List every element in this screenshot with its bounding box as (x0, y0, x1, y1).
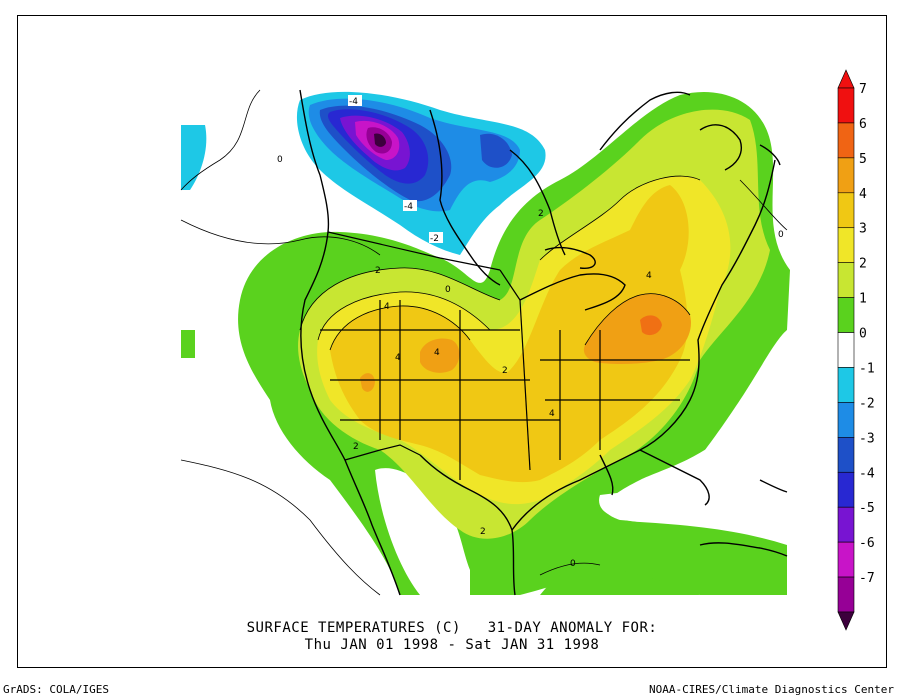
colorbar-label-5: 2 (859, 257, 867, 272)
contour-label-4: -2 (430, 234, 439, 244)
colorbar-swatch-13 (837, 541, 855, 578)
colorbar-label-6: 1 (859, 292, 867, 307)
colorbar-label-10: -3 (859, 431, 875, 446)
region-white-atlantic (705, 330, 787, 478)
region-white-pacific (181, 460, 380, 595)
colorbar-label-14: -7 (859, 571, 875, 586)
region-orange-5-6-nevada (360, 373, 375, 392)
region-gold-4-5 (330, 185, 689, 483)
region-orange-6-7 (640, 315, 662, 336)
colorbar-swatch-11 (837, 471, 855, 508)
colorbar-swatch-1 (837, 122, 855, 159)
colorbar: 7 6 5 4 3 2 1 0 -1 -2 -3 -4 -5 -6 -7 (837, 69, 875, 631)
colorbar-bottom-arrow (837, 611, 855, 631)
contour-label-7: 2 (375, 266, 381, 276)
colorbar-label-8: -1 (859, 361, 875, 376)
colorbar-label-2: 5 (859, 152, 867, 167)
coastlines (299, 89, 788, 596)
contour-label-15: 0 (570, 559, 576, 569)
region-orange-5-6-colorado (420, 338, 460, 373)
colorbar-top-arrow (837, 69, 855, 89)
colorbar-label-11: -4 (859, 466, 875, 481)
contour-label-12: 4 (549, 409, 555, 419)
colorbar-swatch-9 (837, 402, 855, 438)
colorbar-swatch-3 (837, 192, 855, 229)
footer-left: GrADS: COLA/IGES (3, 683, 109, 696)
contour-label-10: 4 (395, 353, 401, 363)
map-title-line2: Thu JAN 01 1998 - Sat JAN 31 1998 (304, 637, 600, 653)
region-green-west-patch (181, 330, 195, 358)
map-title-line1: SURFACE TEMPERATURES (C) 31-DAY ANOMALY … (246, 620, 658, 636)
plot-frame (17, 15, 887, 668)
contour-label-3: -4 (404, 202, 413, 212)
colorbar-swatch-12 (837, 506, 855, 543)
contour-label-9: 4 (384, 302, 390, 312)
region-blue-neg3b (480, 133, 512, 168)
region-orange-5-6-east (583, 293, 691, 365)
colorbar-label-7: 0 (859, 327, 867, 342)
contour-label-14: 2 (480, 527, 486, 537)
contour-label-6: 0 (778, 230, 784, 240)
colorbar-swatch-2 (837, 157, 855, 194)
contour-label-layer: -4 0 -4 -2 2 0 2 4 4 4 2 4 2 2 0 0 4 (277, 95, 784, 569)
region-white-caribbean (599, 478, 787, 545)
colorbar-label-1: 6 (859, 117, 867, 132)
colorbar-swatch-10 (837, 437, 855, 473)
contour-label-8: 4 (646, 271, 652, 281)
colorbar-swatch-8 (837, 367, 855, 403)
region-cyan-west (181, 125, 207, 190)
colorbar-label-3: 4 (859, 187, 867, 202)
colorbar-label-0: 7 (859, 82, 867, 97)
colorbar-swatch-7 (837, 332, 855, 368)
colorbar-swatch-5 (837, 262, 855, 298)
colorbar-label-9: -2 (859, 396, 875, 411)
footer-right: NOAA-CIRES/Climate Diagnostics Center (648, 683, 894, 696)
colorbar-swatch-14 (837, 576, 855, 613)
borders (320, 231, 690, 480)
contour-label-5: 2 (538, 209, 544, 219)
region-darkest-core (374, 133, 386, 147)
colorbar-label-13: -6 (859, 536, 875, 551)
contour-lines (180, 89, 788, 596)
region-green-south (540, 563, 700, 595)
contour-label-2: 0 (277, 155, 283, 165)
contour-label-11: 2 (502, 366, 508, 376)
colorbar-swatch-6 (837, 297, 855, 333)
contour-label-16: 0 (445, 285, 451, 295)
colorbar-swatch-0 (837, 87, 855, 124)
contour-label-1: -4 (349, 97, 358, 107)
contour-label-17: 4 (434, 348, 440, 358)
colorbar-swatch-4 (837, 227, 855, 263)
colorbar-label-12: -5 (859, 501, 875, 516)
region-white-gulf (375, 468, 470, 595)
contour-label-13: 2 (353, 442, 359, 452)
colorbar-label-4: 3 (859, 222, 867, 237)
